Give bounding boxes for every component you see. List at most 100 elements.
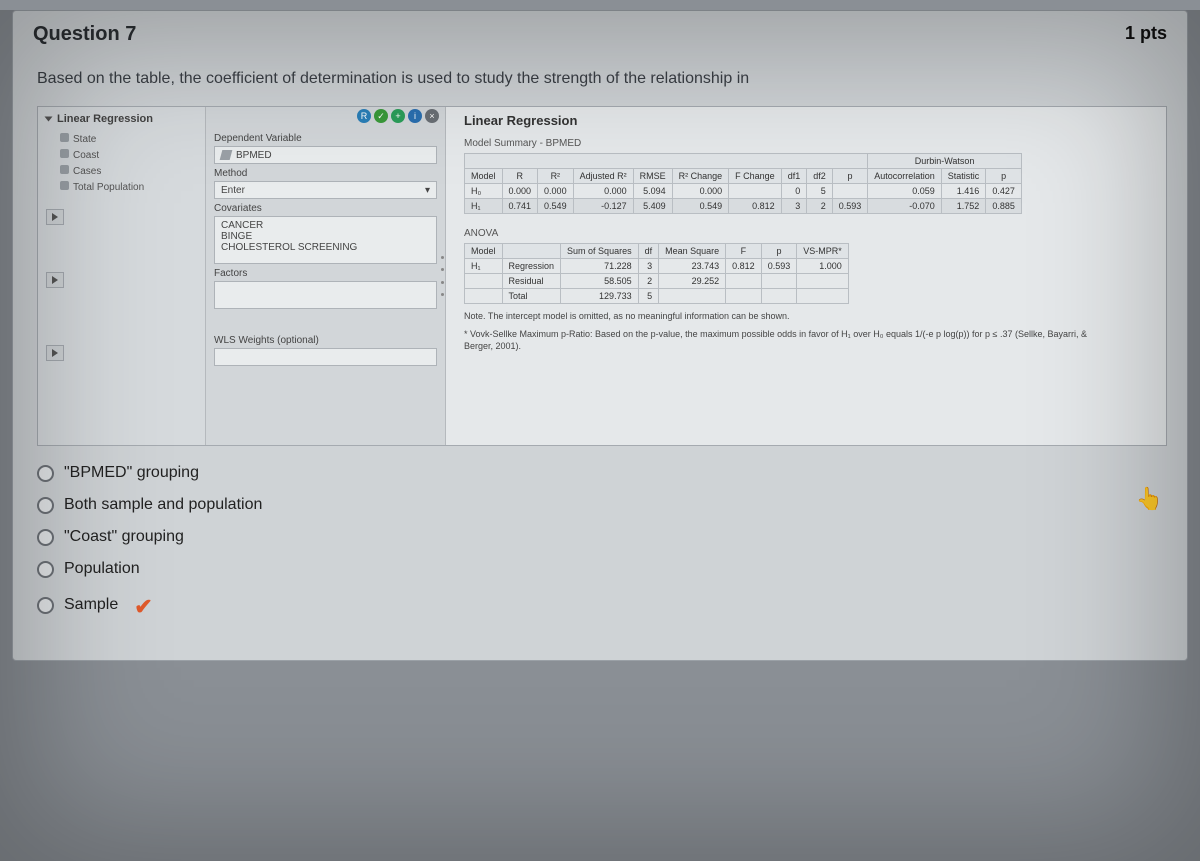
- col-header: p: [761, 244, 797, 259]
- sidebar-item-coast[interactable]: Coast: [46, 147, 197, 163]
- answer-label: "Coast" grouping: [64, 528, 184, 546]
- variable-icon: [60, 149, 69, 158]
- covariate-value: CHOLESTEROL SCREENING: [221, 242, 357, 253]
- question-card: Question 7 1 pts Based on the table, the…: [12, 10, 1188, 661]
- radio-icon[interactable]: [37, 597, 54, 614]
- anova-title: ANOVA: [464, 228, 1156, 239]
- answer-label: Both sample and population: [64, 496, 262, 514]
- wls-weights-label: WLS Weights (optional): [214, 335, 437, 346]
- wls-weights-field[interactable]: [214, 348, 437, 366]
- factors-label: Factors: [214, 268, 437, 279]
- col-header: R²: [538, 169, 574, 184]
- sidebar-item-label: Cases: [73, 166, 101, 177]
- table-header-row: Model Sum of Squares df Mean Square F p …: [465, 244, 849, 259]
- move-right-button[interactable]: [46, 272, 64, 288]
- sidebar-item-label: Coast: [73, 150, 99, 161]
- chevron-down-icon: ▾: [425, 185, 430, 196]
- analysis-output: Linear Regression Model Summary - BPMED …: [446, 107, 1166, 445]
- dependent-variable-field[interactable]: BPMED: [214, 146, 437, 164]
- col-header: R² Change: [672, 169, 729, 184]
- col-header: R: [502, 169, 538, 184]
- check-icon[interactable]: ✓: [374, 109, 388, 123]
- variable-tag-icon: [220, 150, 233, 160]
- col-header: p: [832, 169, 868, 184]
- sidebar-header-label: Linear Regression: [57, 113, 153, 125]
- factors-list[interactable]: [214, 281, 437, 309]
- table-row: H₁ 0.741 0.549 -0.127 5.409 0.549 0.812 …: [465, 199, 1022, 214]
- sidebar-header[interactable]: Linear Regression: [46, 113, 197, 125]
- answer-option[interactable]: "BPMED" grouping: [37, 464, 1167, 482]
- sidebar-item-label: Total Population: [73, 182, 144, 193]
- col-header: Statistic: [941, 169, 986, 184]
- sidebar-item-label: State: [73, 134, 96, 145]
- cursor-hand-icon: 👆: [1136, 486, 1163, 512]
- sidebar-item-state[interactable]: State: [46, 131, 197, 147]
- question-points: 1 pts: [1125, 23, 1167, 46]
- output-note: Note. The intercept model is omitted, as…: [464, 310, 1104, 322]
- covariates-label: Covariates: [214, 203, 437, 214]
- panel-action-buttons: R ✓ + i ×: [357, 109, 439, 123]
- radio-icon[interactable]: [37, 561, 54, 578]
- answer-label: Population: [64, 560, 140, 578]
- col-header: F Change: [729, 169, 782, 184]
- table-row: H₀ 0.000 0.000 0.000 5.094 0.000 0 5 0.0…: [465, 184, 1022, 199]
- analysis-config-panel: R ✓ + i × Dependent Variable BPMED Metho…: [206, 107, 446, 445]
- answer-option[interactable]: Sample ✔: [37, 592, 1167, 618]
- col-header: RMSE: [633, 169, 672, 184]
- durbin-watson-header: Durbin-Watson: [868, 154, 1022, 169]
- answer-option[interactable]: Both sample and population: [37, 496, 1167, 514]
- sidebar-item-total-population[interactable]: Total Population: [46, 179, 197, 195]
- model-summary-table: Durbin-Watson Model R R² Adjusted R² RMS…: [464, 153, 1022, 214]
- dependent-variable-value: BPMED: [236, 150, 272, 161]
- radio-icon[interactable]: [37, 465, 54, 482]
- move-right-button[interactable]: [46, 345, 64, 361]
- covariate-value: CANCER: [221, 220, 263, 231]
- model-summary-title: Model Summary - BPMED: [464, 138, 1156, 149]
- variable-icon: [60, 165, 69, 174]
- output-footnote: * Vovk-Sellke Maximum p-Ratio: Based on …: [464, 328, 1104, 352]
- col-header: VS-MPR*: [797, 244, 849, 259]
- col-header: df: [638, 244, 659, 259]
- col-header: Autocorrelation: [868, 169, 942, 184]
- dependent-variable-label: Dependent Variable: [214, 133, 437, 144]
- covariate-value: BINGE: [221, 231, 252, 242]
- correct-check-icon: ✔: [134, 594, 152, 620]
- covariates-list[interactable]: CANCER BINGE CHOLESTEROL SCREENING: [214, 216, 437, 264]
- col-header: Mean Square: [659, 244, 726, 259]
- variable-icon: [60, 133, 69, 142]
- anova-table: Model Sum of Squares df Mean Square F p …: [464, 243, 849, 304]
- embedded-screenshot: Linear Regression State Coast Cases Tota…: [37, 106, 1167, 446]
- table-row: Total 129.733 5: [465, 289, 849, 304]
- answer-option[interactable]: Population: [37, 560, 1167, 578]
- col-header: Model: [465, 169, 503, 184]
- col-header: df1: [781, 169, 807, 184]
- col-header: Model: [465, 244, 503, 259]
- method-select[interactable]: Enter ▾: [214, 181, 437, 199]
- resize-handle-icon[interactable]: [440, 256, 444, 296]
- col-header: p: [986, 169, 1022, 184]
- method-label: Method: [214, 168, 437, 179]
- question-prompt: Based on the table, the coefficient of d…: [37, 70, 1167, 88]
- col-header: Adjusted R²: [573, 169, 633, 184]
- move-right-button[interactable]: [46, 209, 64, 225]
- method-value: Enter: [221, 185, 245, 196]
- analysis-sidebar: Linear Regression State Coast Cases Tota…: [38, 107, 206, 445]
- col-header: [502, 244, 561, 259]
- answer-option[interactable]: "Coast" grouping: [37, 528, 1167, 546]
- variable-icon: [60, 181, 69, 190]
- radio-icon[interactable]: [37, 529, 54, 546]
- info-icon[interactable]: i: [408, 109, 422, 123]
- sidebar-item-cases[interactable]: Cases: [46, 163, 197, 179]
- plus-icon[interactable]: +: [391, 109, 405, 123]
- reset-icon[interactable]: R: [357, 109, 371, 123]
- answer-options: "BPMED" grouping Both sample and populat…: [37, 464, 1167, 640]
- table-row: H₁ Regression 71.228 3 23.743 0.812 0.59…: [465, 259, 849, 274]
- table-header-row: Model R R² Adjusted R² RMSE R² Change F …: [465, 169, 1022, 184]
- col-header: df2: [807, 169, 833, 184]
- col-header: Sum of Squares: [561, 244, 639, 259]
- close-icon[interactable]: ×: [425, 109, 439, 123]
- col-header: F: [726, 244, 762, 259]
- question-header: Question 7 1 pts: [13, 11, 1187, 54]
- radio-icon[interactable]: [37, 497, 54, 514]
- answer-label: "BPMED" grouping: [64, 464, 199, 482]
